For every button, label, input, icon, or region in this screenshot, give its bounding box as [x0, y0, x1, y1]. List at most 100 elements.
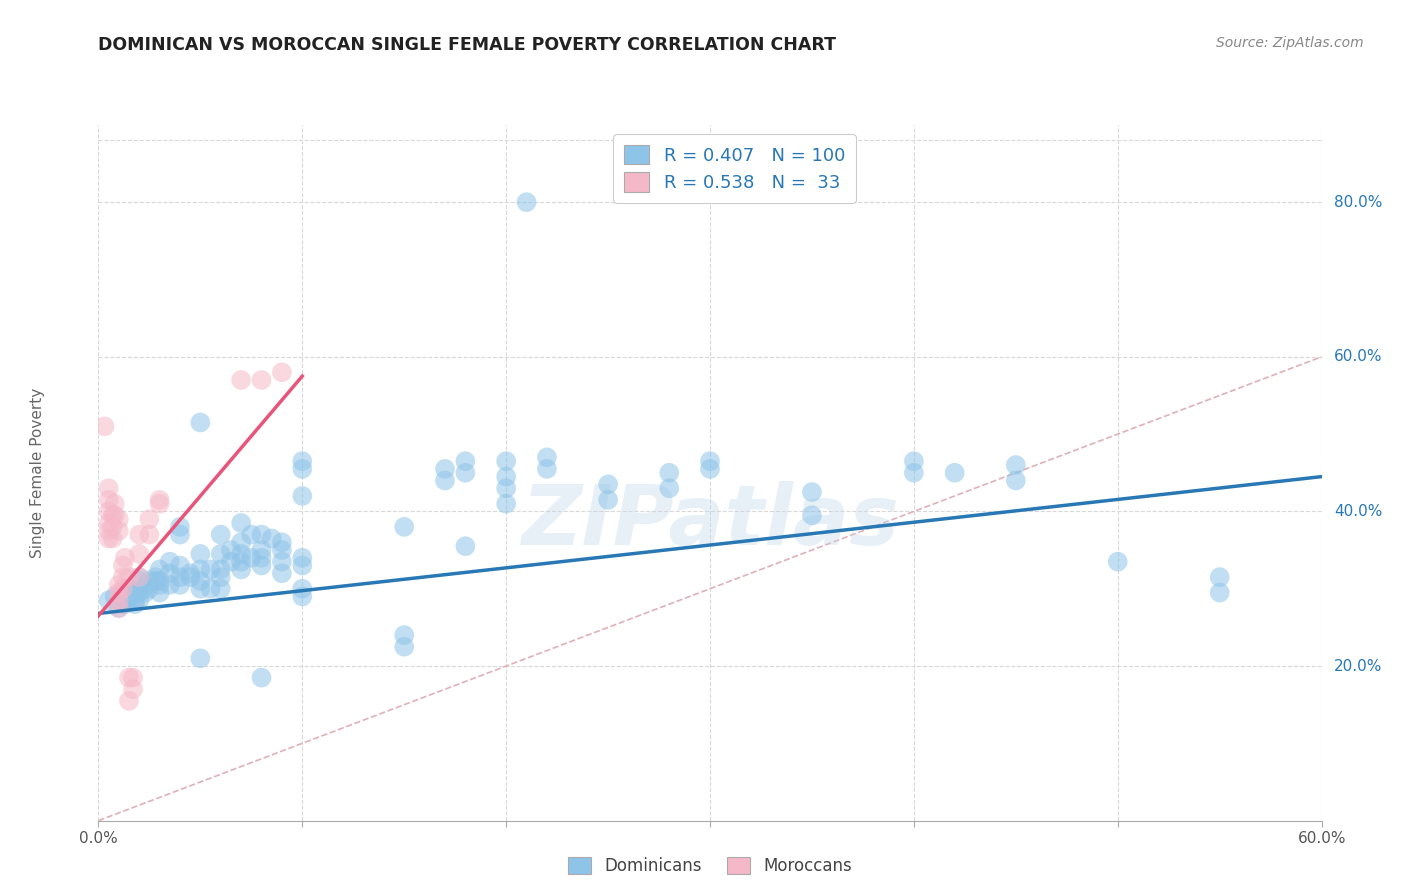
Point — [97, 532, 120, 546]
Point — [699, 454, 721, 468]
Point — [122, 671, 145, 685]
Point — [104, 508, 127, 523]
Point — [97, 524, 120, 538]
Point — [159, 555, 181, 569]
Text: Single Female Poverty: Single Female Poverty — [30, 388, 45, 558]
Point — [188, 582, 212, 596]
Point — [179, 566, 201, 581]
Point — [101, 520, 124, 534]
Point — [159, 566, 181, 581]
Point — [209, 527, 232, 541]
Point — [240, 527, 263, 541]
Point — [291, 454, 314, 468]
Text: 40.0%: 40.0% — [1334, 504, 1382, 519]
Point — [138, 527, 160, 541]
Point — [128, 570, 150, 584]
Point — [93, 419, 115, 434]
Point — [392, 628, 416, 642]
Point — [97, 593, 120, 607]
Point — [240, 550, 263, 565]
Point — [231, 535, 253, 549]
Point — [1004, 458, 1026, 472]
Point — [188, 416, 212, 430]
Point — [159, 578, 181, 592]
Point — [145, 570, 167, 584]
Text: 20.0%: 20.0% — [1334, 658, 1382, 673]
Point — [108, 585, 131, 599]
Point — [260, 532, 283, 546]
Point — [122, 682, 145, 697]
Point — [104, 497, 127, 511]
Point — [97, 504, 120, 518]
Point — [188, 562, 212, 576]
Point — [114, 597, 136, 611]
Point — [179, 570, 201, 584]
Point — [188, 574, 212, 588]
Point — [270, 365, 294, 379]
Point — [149, 585, 172, 599]
Point — [111, 590, 134, 604]
Point — [943, 466, 966, 480]
Point — [801, 508, 824, 523]
Point — [250, 671, 273, 685]
Point — [454, 539, 477, 553]
Point — [108, 578, 131, 592]
Point — [149, 497, 172, 511]
Point — [231, 516, 253, 530]
Point — [128, 593, 150, 607]
Point — [291, 550, 314, 565]
Point — [149, 574, 172, 588]
Point — [169, 578, 191, 592]
Point — [108, 512, 131, 526]
Point — [169, 570, 191, 584]
Point — [132, 582, 155, 596]
Point — [97, 516, 120, 530]
Point — [169, 558, 191, 573]
Point — [1004, 474, 1026, 488]
Point — [128, 570, 150, 584]
Point — [495, 497, 517, 511]
Point — [250, 550, 273, 565]
Point — [250, 373, 273, 387]
Point — [598, 477, 620, 491]
Point — [128, 547, 150, 561]
Point — [1209, 570, 1232, 584]
Point — [188, 547, 212, 561]
Point — [149, 492, 172, 507]
Point — [188, 651, 212, 665]
Point — [270, 555, 294, 569]
Point — [149, 578, 172, 592]
Point — [536, 462, 558, 476]
Point — [434, 474, 457, 488]
Point — [219, 555, 242, 569]
Point — [108, 601, 131, 615]
Point — [209, 547, 232, 561]
Point — [200, 582, 222, 596]
Point — [138, 512, 160, 526]
Point — [250, 543, 273, 558]
Point — [291, 489, 314, 503]
Point — [270, 543, 294, 558]
Point — [209, 562, 232, 576]
Point — [209, 570, 232, 584]
Point — [124, 593, 146, 607]
Text: ZIPatlas: ZIPatlas — [522, 481, 898, 562]
Point — [108, 593, 131, 607]
Point — [291, 590, 314, 604]
Point — [495, 469, 517, 483]
Point — [699, 462, 721, 476]
Point — [128, 527, 150, 541]
Point — [149, 562, 172, 576]
Point — [97, 492, 120, 507]
Point — [495, 454, 517, 468]
Point — [115, 593, 138, 607]
Point — [903, 466, 925, 480]
Point — [270, 566, 294, 581]
Point — [536, 450, 558, 465]
Text: 60.0%: 60.0% — [1334, 350, 1382, 364]
Point — [104, 590, 127, 604]
Point — [138, 582, 160, 596]
Point — [598, 492, 620, 507]
Point — [114, 550, 136, 565]
Text: 80.0%: 80.0% — [1334, 194, 1382, 210]
